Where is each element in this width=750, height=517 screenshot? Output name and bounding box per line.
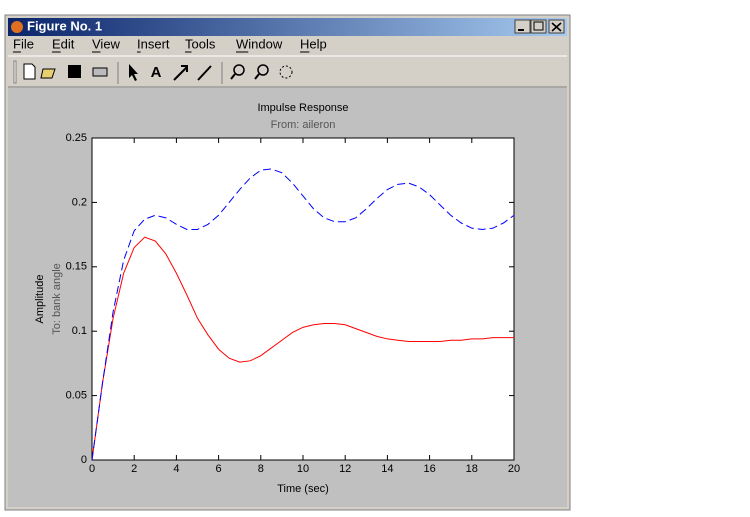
x-tick-label: 18: [466, 463, 478, 475]
y-tick-label: 0: [81, 454, 87, 466]
y-tick-label: 0.1: [72, 325, 87, 337]
minimize-button[interactable]: [514, 19, 531, 34]
x-tick-label: 20: [508, 463, 520, 475]
menu-item[interactable]: Help: [300, 36, 327, 51]
rotate-button[interactable]: [279, 65, 293, 79]
menu-item[interactable]: View: [92, 36, 121, 51]
window-title: Figure No. 1: [27, 18, 102, 33]
x-tick-label: 0: [89, 463, 95, 475]
zoom-handle: [230, 73, 236, 80]
toolbar: A: [13, 60, 293, 84]
close-glyph: [551, 22, 562, 32]
y-tick-label: 0.05: [66, 390, 87, 402]
zoom-handle: [254, 73, 260, 80]
print-button[interactable]: [92, 67, 108, 77]
x-tick-label: 10: [297, 463, 309, 475]
y-tick-label: 0.15: [66, 261, 87, 273]
x-tick-label: 14: [381, 463, 393, 475]
menu-item[interactable]: Edit: [52, 36, 75, 51]
x-axis-label: Time (sec): [277, 483, 329, 495]
save-button[interactable]: [68, 65, 81, 78]
menu-item[interactable]: Window: [236, 36, 283, 51]
axes: [91, 137, 515, 461]
x-tick-label: 12: [339, 463, 351, 475]
line-button[interactable]: [197, 65, 212, 81]
series-line: [91, 236, 514, 461]
arrow-button[interactable]: [173, 65, 188, 81]
app-icon: [11, 21, 23, 33]
zoom-in-button[interactable]: [233, 64, 245, 76]
output-label: To: bank angle: [51, 263, 63, 335]
y-tick-label: 0.2: [72, 196, 87, 208]
x-tick-label: 8: [258, 463, 264, 475]
menu-item[interactable]: Tools: [185, 36, 216, 51]
maximize-glyph: [533, 21, 544, 31]
toolbar-grip: [13, 60, 17, 84]
x-tick-label: 2: [131, 463, 137, 475]
x-tick-label: 6: [216, 463, 222, 475]
y-axis-label: Amplitude: [34, 275, 46, 324]
series-line: [91, 168, 515, 461]
text-button[interactable]: A: [151, 64, 162, 81]
new-button[interactable]: [23, 63, 36, 80]
zoom-out-button[interactable]: [257, 64, 269, 76]
x-tick-label: 4: [173, 463, 179, 475]
title-bar: [8, 18, 567, 36]
menu-item[interactable]: File: [13, 36, 34, 51]
window-buttons[interactable]: [514, 19, 565, 34]
y-tick-label: 0.25: [66, 132, 87, 144]
open-button[interactable]: [40, 68, 56, 79]
x-tick-label: 16: [423, 463, 435, 475]
chart-subtitle: From: aileron: [271, 119, 336, 131]
menu-item[interactable]: Insert: [137, 36, 170, 51]
select-button[interactable]: [129, 64, 138, 81]
plot: 0 0.05 0.1 0.15 0.2 0.25 0 2 4 6 8 10 12 14 16 18 20: [66, 132, 521, 475]
menu-bar: File Edit View Insert Tools Window Help: [13, 36, 327, 53]
chart-title: Impulse Response: [257, 102, 348, 114]
